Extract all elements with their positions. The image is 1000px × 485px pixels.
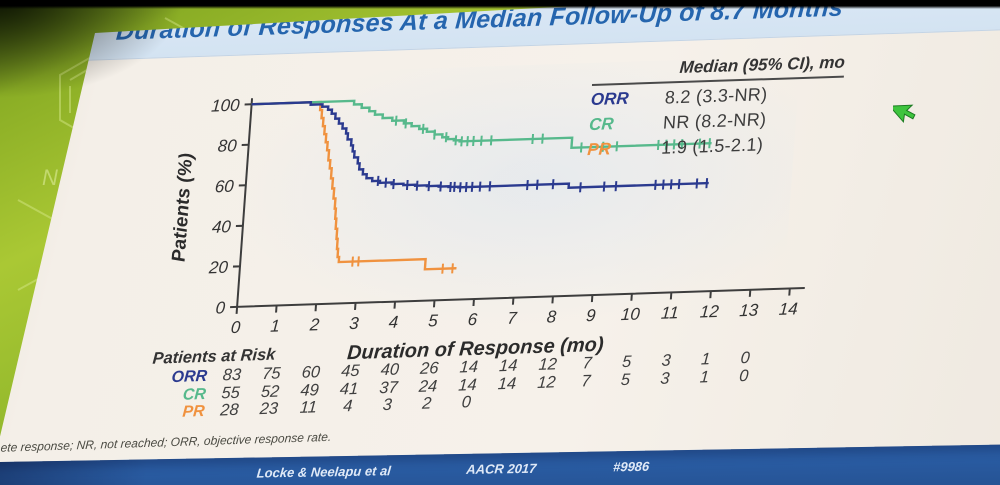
risk-count: 5 bbox=[621, 352, 632, 372]
risk-count: 12 bbox=[536, 372, 557, 392]
legend-rows: ORR 8.2 (3.3-NR) CR NR (8.2-NR) PR 1.9 (1.5-2… bbox=[587, 82, 844, 162]
x-tick-label: 5 bbox=[428, 311, 439, 330]
risk-count: 37 bbox=[378, 378, 399, 397]
risk-count: 75 bbox=[261, 364, 282, 384]
x-tick bbox=[314, 304, 318, 312]
risk-count: 7 bbox=[582, 354, 593, 373]
x-tick bbox=[590, 295, 594, 303]
risk-count: 3 bbox=[382, 395, 393, 415]
x-tick bbox=[709, 291, 712, 299]
x-tick bbox=[472, 298, 475, 307]
x-tick bbox=[235, 306, 239, 314]
y-axis-label: Patients (%) bbox=[169, 153, 198, 263]
risk-count: 23 bbox=[259, 399, 279, 419]
risk-row-label: PR bbox=[181, 402, 206, 421]
chart-legend: Median (95% CI), mo ORR 8.2 (3.3-NR) CR NR … bbox=[587, 52, 846, 162]
risk-count: 11 bbox=[299, 398, 318, 417]
risk-count: 2 bbox=[421, 394, 433, 413]
x-tick-label: 6 bbox=[467, 310, 478, 329]
risk-count: 14 bbox=[498, 356, 519, 376]
risk-count: 3 bbox=[659, 369, 671, 388]
legend-row-orr: ORR 8.2 (3.3-NR) bbox=[590, 82, 843, 111]
x-tick-label: 0 bbox=[230, 318, 241, 337]
risk-count: 14 bbox=[458, 357, 479, 377]
y-tick-label: 100 bbox=[211, 96, 241, 116]
x-tick bbox=[275, 305, 278, 313]
x-tick-label: 4 bbox=[388, 313, 399, 332]
risk-count: 7 bbox=[580, 371, 592, 391]
x-tick-label: 1 bbox=[270, 316, 281, 335]
x-tick-label: 7 bbox=[507, 309, 518, 328]
x-tick-label: 12 bbox=[699, 302, 720, 322]
mouse-cursor bbox=[893, 104, 916, 124]
legend-series-label: ORR bbox=[590, 88, 630, 110]
legend-median-value: NR (8.2-NR) bbox=[662, 109, 768, 133]
x-tick-label: 13 bbox=[739, 301, 760, 321]
censor-ticks-orr bbox=[376, 175, 709, 193]
risk-count: 28 bbox=[219, 400, 240, 420]
x-tick-label: 8 bbox=[546, 307, 557, 326]
censor-ticks-pr bbox=[351, 256, 454, 274]
risk-count: 4 bbox=[342, 397, 354, 416]
risk-count: 1 bbox=[700, 350, 711, 369]
legend-median-value: 8.2 (3.3-NR) bbox=[664, 84, 769, 108]
risk-count: 3 bbox=[660, 351, 672, 370]
risk-count: 52 bbox=[260, 381, 280, 401]
legend-series-label: CR bbox=[588, 114, 615, 135]
x-tick bbox=[788, 288, 791, 296]
footer-conference: AACR 2017 bbox=[465, 460, 538, 477]
x-tick bbox=[511, 297, 515, 305]
y-tick-label: 0 bbox=[215, 298, 226, 317]
risk-count: 60 bbox=[301, 363, 321, 382]
risk-count: 26 bbox=[419, 359, 440, 378]
legend-series-label: PR bbox=[586, 139, 612, 160]
y-tick-label: 40 bbox=[211, 217, 232, 237]
x-tick-label: 9 bbox=[586, 306, 597, 325]
footer-poster-id: #9986 bbox=[612, 458, 650, 475]
risk-count: 14 bbox=[457, 375, 478, 395]
x-tick bbox=[669, 292, 673, 300]
x-tick-label: 3 bbox=[349, 314, 360, 333]
x-tick bbox=[354, 302, 357, 310]
risk-count: 5 bbox=[620, 370, 631, 389]
molecule-letter-n: N bbox=[42, 165, 58, 190]
risk-count: 45 bbox=[340, 361, 361, 381]
risk-row-label: ORR bbox=[171, 367, 208, 387]
footer-authors: Locke & Neelapu et al bbox=[256, 463, 392, 481]
risk-count: 83 bbox=[222, 365, 242, 385]
x-tick bbox=[748, 289, 752, 297]
risk-count: 12 bbox=[537, 355, 558, 374]
y-tick-label: 80 bbox=[217, 136, 238, 156]
x-tick bbox=[393, 301, 397, 309]
risk-count: 1 bbox=[699, 367, 710, 387]
risk-count: 24 bbox=[418, 376, 438, 396]
risk-count: 14 bbox=[497, 374, 517, 393]
legend-row-cr: CR NR (8.2-NR) bbox=[588, 107, 841, 136]
x-tick-label: 11 bbox=[660, 303, 679, 323]
risk-count: 40 bbox=[380, 360, 400, 380]
risk-count: 0 bbox=[738, 366, 750, 385]
risk-count: 55 bbox=[220, 383, 241, 402]
x-tick bbox=[432, 300, 436, 308]
risk-count: 0 bbox=[461, 393, 472, 412]
x-tick bbox=[630, 293, 633, 301]
risk-count: 41 bbox=[339, 379, 359, 399]
x-tick-label: 14 bbox=[778, 299, 798, 319]
photo-black-top-edge bbox=[0, 0, 1000, 9]
y-tick-label: 60 bbox=[214, 177, 235, 197]
x-tick-label: 10 bbox=[620, 304, 641, 324]
abbreviations-footnote: ete response; NR, not reached; ORR, obje… bbox=[0, 429, 332, 455]
legend-median-value: 1.9 (1.5-2.1) bbox=[660, 134, 764, 158]
x-tick bbox=[551, 296, 554, 304]
y-tick-label: 20 bbox=[207, 258, 229, 278]
x-tick-label: 2 bbox=[308, 315, 320, 334]
legend-header: Median (95% CI), mo bbox=[591, 52, 846, 86]
risk-count: 0 bbox=[739, 348, 751, 368]
risk-count: 49 bbox=[299, 380, 320, 400]
risk-row-label: CR bbox=[182, 385, 207, 404]
